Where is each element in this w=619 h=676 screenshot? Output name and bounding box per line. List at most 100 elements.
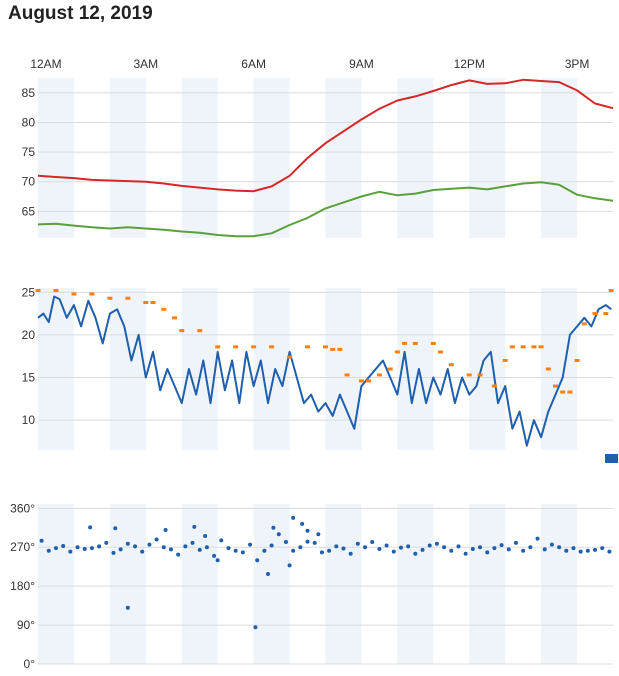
gust-marker [538, 345, 544, 349]
direction-point [287, 563, 292, 568]
gust-marker [305, 345, 311, 349]
gust-marker [376, 373, 382, 377]
gust-marker [89, 292, 95, 296]
direction-point [140, 549, 145, 554]
direction-point [276, 532, 281, 537]
shading-band [253, 288, 290, 450]
y-tick-label: 180° [10, 579, 35, 593]
y-tick-label: 10 [22, 413, 36, 427]
shading-band [253, 504, 290, 664]
gust-marker [233, 345, 239, 349]
gust-marker [520, 345, 526, 349]
temperature-chart: 65 70 75 80 85 12AM 3AM 6AM 9AM 12PM 3PM [22, 57, 614, 238]
direction-point [316, 532, 321, 537]
gust-marker [608, 289, 614, 293]
gust-marker [71, 292, 77, 296]
direction-point [219, 538, 224, 543]
gust-marker [412, 341, 418, 345]
direction-point [384, 543, 389, 548]
direction-point [499, 543, 504, 548]
gust-marker [448, 363, 454, 367]
direction-point [204, 545, 209, 550]
direction-point [485, 550, 490, 555]
direction-point [39, 538, 44, 543]
gust-marker [491, 384, 497, 388]
shading-band [325, 78, 362, 238]
gust-marker [344, 373, 350, 377]
x-tick-label: 6AM [241, 57, 266, 71]
direction-point [607, 549, 612, 554]
direction-point [255, 558, 260, 563]
direction-point [183, 544, 188, 549]
shading-band [181, 288, 218, 450]
gust-marker [466, 373, 472, 377]
gust-marker [603, 312, 609, 316]
dewpoint-line [37, 181, 614, 238]
direction-point [113, 526, 118, 531]
gust-marker [430, 341, 436, 345]
gust-marker [531, 345, 537, 349]
gust-marker [553, 384, 558, 388]
direction-point [266, 572, 270, 577]
direction-point [203, 534, 208, 538]
gust-marker [477, 373, 483, 377]
direction-point [341, 546, 346, 551]
gust-marker [287, 355, 293, 359]
direction-point [291, 548, 296, 553]
gust-marker [387, 367, 393, 371]
shading-band [109, 288, 146, 450]
direction-point [492, 546, 497, 551]
x-tick-label: 3PM [565, 57, 590, 71]
direction-point [427, 543, 432, 548]
direction-point [470, 546, 475, 551]
direction-point [593, 547, 598, 552]
page-title: August 12, 2019 [8, 3, 153, 24]
direction-point [68, 549, 73, 554]
direction-point [413, 551, 418, 556]
shading-band [541, 504, 578, 664]
direction-point [215, 558, 220, 563]
direction-point [212, 553, 217, 558]
direction-point [398, 545, 403, 550]
direction-point [161, 545, 166, 550]
legend-swatch[interactable] [605, 454, 618, 463]
shading-band [109, 504, 146, 664]
direction-point [420, 547, 425, 552]
direction-point [291, 515, 296, 520]
direction-point [248, 542, 253, 547]
y-tick-label: 90° [17, 618, 35, 632]
direction-point [521, 548, 526, 553]
gust-marker [402, 341, 408, 345]
y-tick-label: 360° [10, 501, 35, 515]
gust-marker [35, 289, 41, 293]
direction-point [363, 545, 368, 550]
direction-point [97, 544, 102, 549]
direction-point [192, 524, 197, 529]
y-tick-label: 70 [22, 175, 36, 189]
direction-point [528, 545, 533, 550]
gust-marker [179, 329, 185, 333]
y-tick-label: 80 [22, 115, 36, 129]
y-tick-label: 75 [22, 145, 36, 159]
gust-marker [150, 300, 156, 304]
direction-point [434, 541, 439, 546]
direction-point [370, 540, 375, 545]
direction-point [283, 540, 288, 545]
direction-point [88, 525, 93, 530]
direction-point [391, 549, 396, 554]
direction-point [298, 545, 303, 550]
direction-point [564, 548, 569, 553]
y-tick-label: 25 [22, 285, 36, 299]
direction-point [89, 546, 94, 551]
gust-marker [269, 345, 275, 349]
y-tick-label: 65 [22, 204, 36, 218]
gust-marker [161, 307, 167, 311]
x-tick-label: 9AM [349, 57, 374, 71]
shading-band [541, 78, 578, 238]
direction-point [542, 547, 547, 552]
direction-point [549, 542, 554, 547]
shading-band [253, 78, 290, 238]
gust-marker [197, 329, 203, 333]
direction-point [75, 545, 80, 550]
